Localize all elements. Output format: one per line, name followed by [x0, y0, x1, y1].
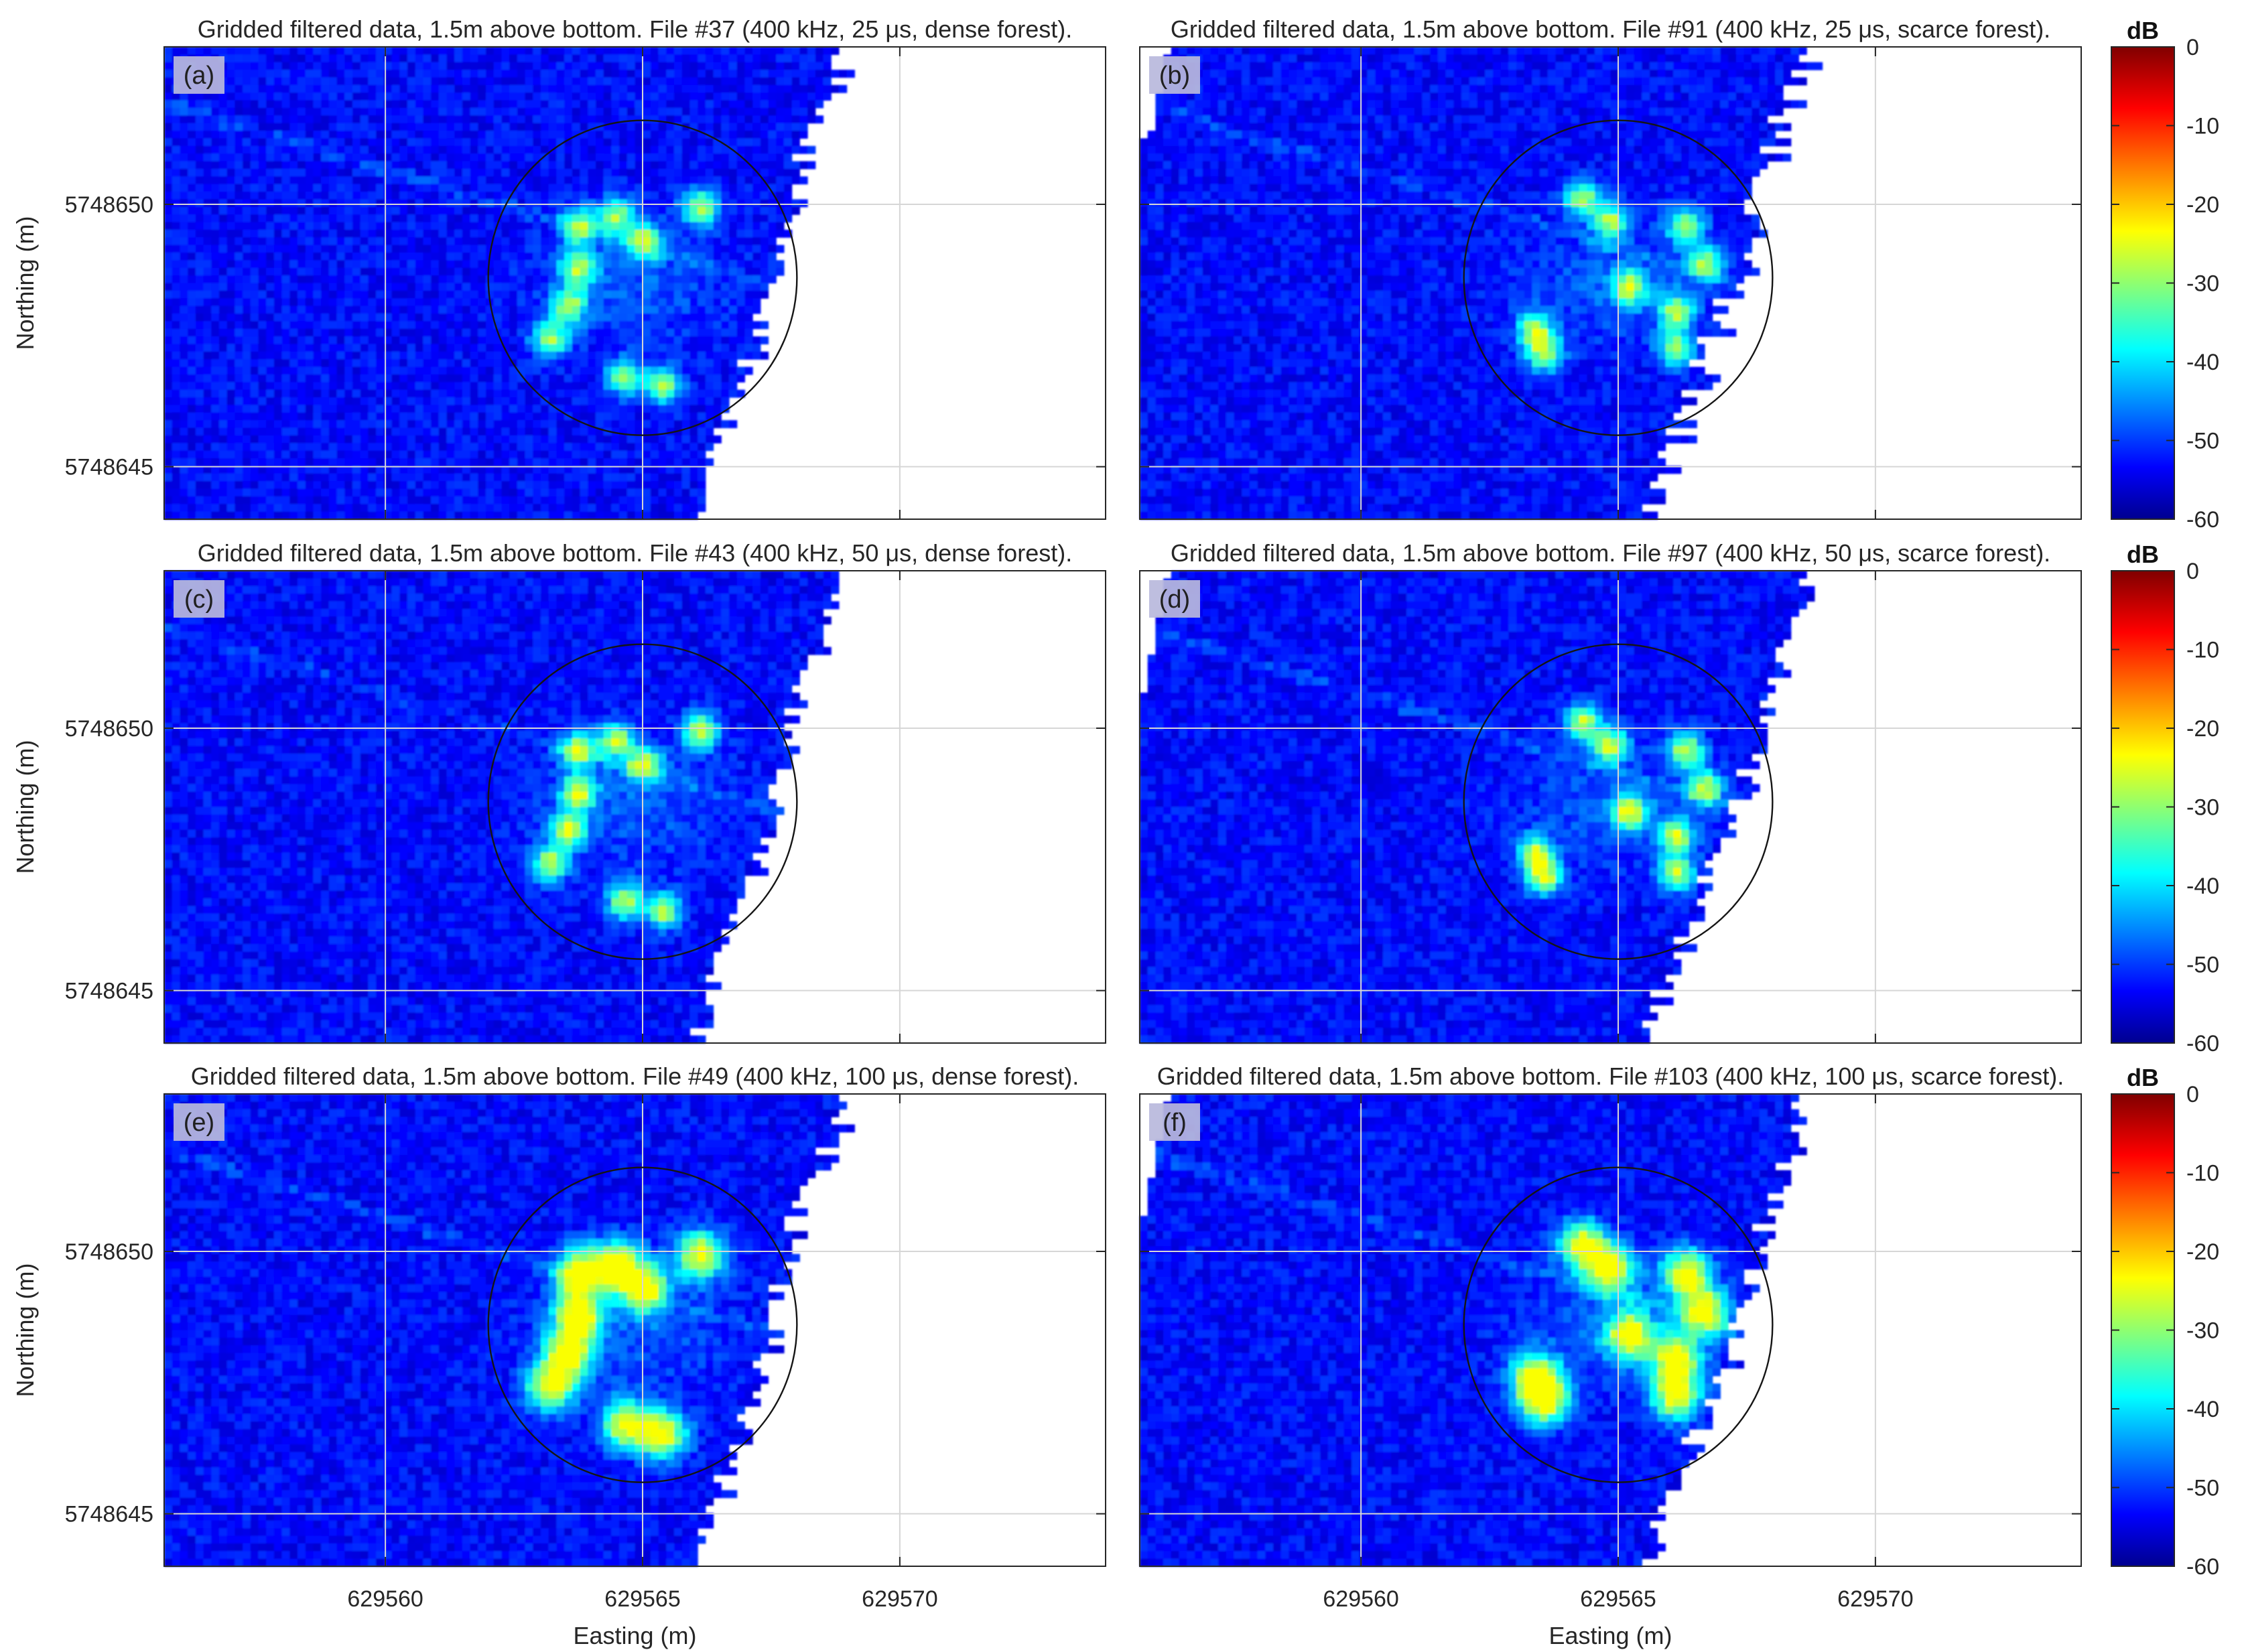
y-axis-label: Northing (m)	[11, 1263, 39, 1397]
colorbar-tick-label: -60	[2186, 1554, 2219, 1580]
panel-d: (d) Gridded filtered data, 1.5m above bot…	[1140, 539, 2081, 1044]
panel-letter: (e)	[174, 1103, 224, 1141]
panel-c: (c) Gridded filtered data, 1.5m above bot…	[11, 539, 1106, 1044]
y-tick-label: 5748645	[65, 455, 153, 480]
panel-title: Gridded filtered data, 1.5m above bottom…	[1171, 15, 2050, 43]
heatmap-cells	[164, 571, 840, 1044]
colorbar-tick-label: -40	[2186, 1397, 2219, 1422]
panel-e: (e) Gridded filtered data, 1.5m above bot…	[11, 1062, 1106, 1649]
colorbar-tick-label: -60	[2186, 507, 2219, 533]
colorbar-tick-label: -20	[2186, 1239, 2219, 1265]
panel-letter-text: (f)	[1163, 1109, 1187, 1137]
panel-title: Gridded filtered data, 1.5m above bottom…	[191, 1062, 1079, 1090]
y-tick-label: 5748645	[65, 979, 153, 1004]
colorbar-unit: dB	[2127, 1064, 2159, 1091]
colorbar-2: dB 0 -10 -20 -30 -40 -50 -60	[2111, 541, 2219, 1056]
x-tick-label: 629560	[347, 1586, 423, 1612]
y-axis-label: Northing (m)	[11, 740, 39, 874]
colorbar-3: dB 0 -10 -20 -30 -40 -50 -60	[2111, 1064, 2219, 1580]
panel-letter: (a)	[174, 56, 224, 94]
panel-letter: (d)	[1149, 580, 1200, 618]
colorbar-tick-label: -50	[2186, 1476, 2219, 1501]
panel-letter-text: (d)	[1159, 586, 1190, 614]
panel-letter-text: (b)	[1159, 62, 1190, 90]
colorbar-unit: dB	[2127, 17, 2159, 44]
colorbar-tick-label: -60	[2186, 1031, 2219, 1056]
heatmap-cells	[1140, 571, 1815, 1044]
colorbar-tick-label: -30	[2186, 1318, 2219, 1344]
colorbar-tick-label: -20	[2186, 192, 2219, 218]
panel-title: Gridded filtered data, 1.5m above bottom…	[1171, 539, 2050, 567]
panel-title: Gridded filtered data, 1.5m above bottom…	[198, 15, 1072, 43]
colorbar-tick-label: -10	[2186, 114, 2219, 139]
colorbar-tick-label: -20	[2186, 716, 2219, 742]
colorbar-tick-label: -30	[2186, 795, 2219, 821]
colorbar-tick-label: -10	[2186, 1161, 2219, 1186]
panel-f: (f) Gridded filtered data, 1.5m above bot…	[1140, 1062, 2081, 1649]
x-axis-label: Easting (m)	[1548, 1622, 1672, 1649]
colorbar-unit: dB	[2127, 541, 2159, 568]
x-tick-label: 629565	[1580, 1586, 1656, 1612]
x-tick-label: 629560	[1323, 1586, 1398, 1612]
colorbar-tick-label: -50	[2186, 953, 2219, 978]
heatmap-cells	[164, 1094, 855, 1567]
panel-letter-text: (e)	[184, 1109, 214, 1137]
colorbar-tick-label: -40	[2186, 874, 2219, 899]
x-tick-label: 629570	[862, 1586, 937, 1612]
colorbar-tick-label: -30	[2186, 271, 2219, 297]
panel-letter: (f)	[1149, 1103, 1200, 1141]
panel-a: (a) Gridded filtered data, 1.5m above bot…	[11, 15, 1106, 520]
colorbar-tick-label: 0	[2186, 559, 2199, 584]
colorbar-tick-label: -10	[2186, 638, 2219, 663]
colorbar-1: dB 0 -10 -20 -30 -40 -50 -60	[2111, 17, 2219, 533]
panel-title: Gridded filtered data, 1.5m above bottom…	[198, 539, 1072, 567]
panel-letter-text: (c)	[184, 586, 214, 614]
y-tick-label: 5748645	[65, 1502, 153, 1527]
heatmap-cells	[1140, 1094, 1807, 1567]
y-tick-label: 5748650	[65, 192, 153, 218]
panel-letter: (c)	[174, 580, 224, 618]
x-tick-label: 629570	[1837, 1586, 1913, 1612]
y-tick-label: 5748650	[65, 1239, 153, 1265]
colorbar-tick-label: 0	[2186, 1082, 2199, 1107]
y-tick-label: 5748650	[65, 716, 153, 742]
colorbar-tick-label: 0	[2186, 35, 2199, 60]
heatmap-cells	[1140, 47, 1823, 520]
y-axis-label: Northing (m)	[11, 216, 39, 350]
x-axis-label: Easting (m)	[573, 1622, 696, 1649]
panel-title: Gridded filtered data, 1.5m above bottom…	[1157, 1062, 2064, 1090]
x-tick-label: 629565	[604, 1586, 680, 1612]
colorbar-tick-label: -40	[2186, 350, 2219, 375]
panel-letter-text: (a)	[184, 62, 214, 90]
heatmap-cells	[164, 47, 855, 520]
colorbar-tick-label: -50	[2186, 429, 2219, 454]
panel-letter: (b)	[1149, 56, 1200, 94]
panel-b: (b) Gridded filtered data, 1.5m above bot…	[1140, 15, 2081, 520]
